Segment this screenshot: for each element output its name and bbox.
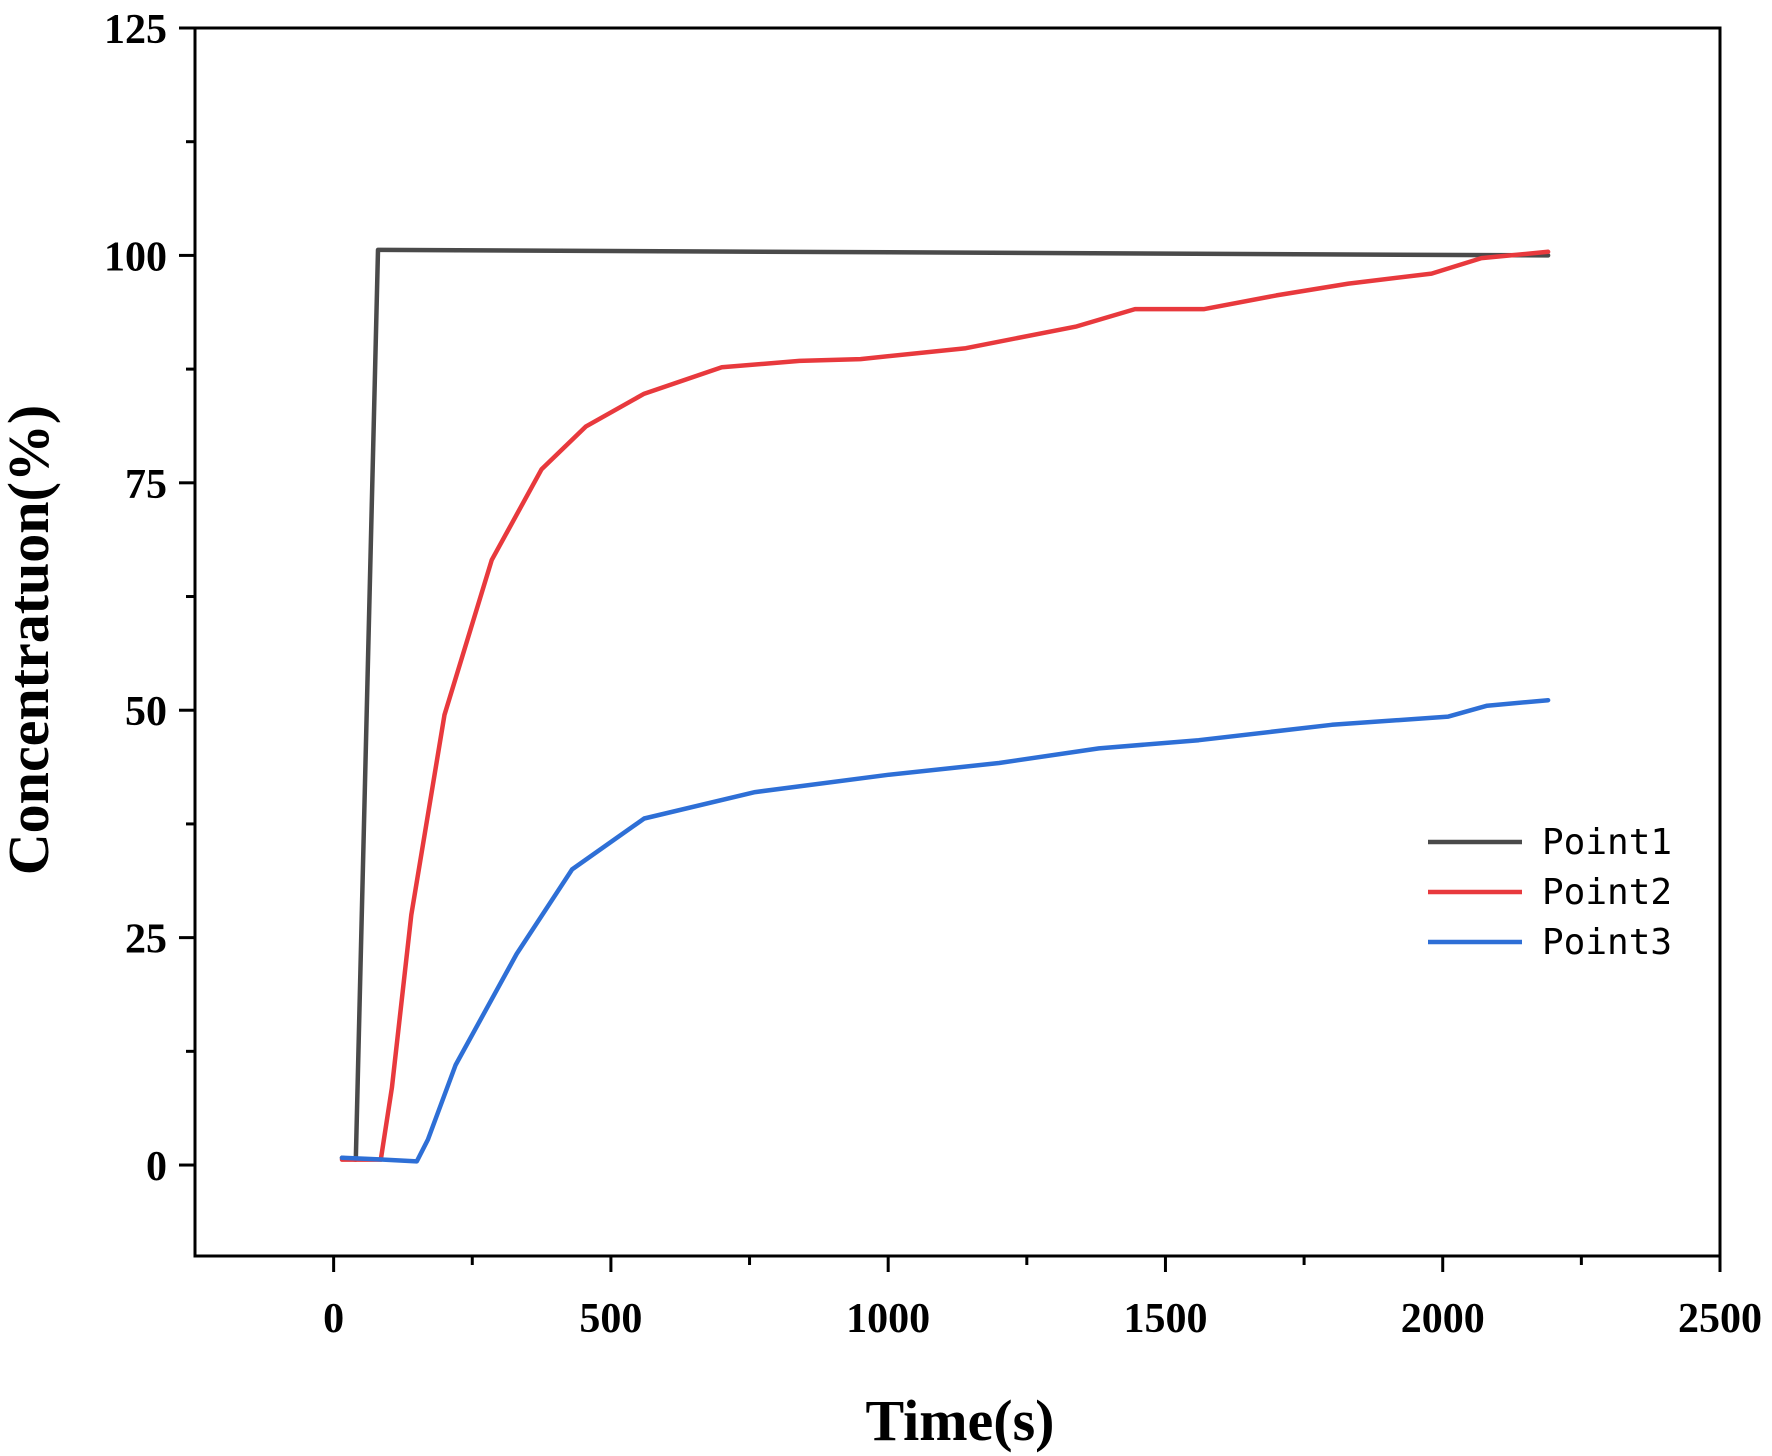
series-line-3	[339, 697, 1551, 1164]
y-axis-title: Concentratuon(%)	[0, 405, 61, 875]
series-layer	[339, 247, 1551, 1164]
legend-label-3: Point3	[1542, 922, 1672, 963]
legend-label-2: Point2	[1542, 872, 1672, 913]
legend: Point1 Point2 Point3	[1428, 822, 1672, 963]
y-tick-label: 25	[125, 917, 167, 963]
x-tick-label: 1000	[846, 1296, 930, 1342]
x-axis-title: Time(s)	[865, 1388, 1054, 1453]
x-tick-label: 2500	[1678, 1296, 1762, 1342]
series-line-1	[339, 247, 1551, 1162]
series-line-2	[339, 249, 1551, 1162]
y-tick-label: 0	[146, 1144, 167, 1190]
y-tick-label: 100	[104, 234, 167, 280]
x-tick-label: 0	[323, 1296, 344, 1342]
x-tick-label: 1500	[1123, 1296, 1207, 1342]
x-axis-ticks: 0 500 1000 1500 2000 2500	[323, 1256, 1762, 1342]
y-tick-label: 125	[104, 7, 167, 53]
y-tick-label: 75	[125, 462, 167, 508]
x-tick-label: 2000	[1401, 1296, 1485, 1342]
x-tick-label: 500	[579, 1296, 642, 1342]
y-tick-label: 50	[125, 689, 167, 735]
plot-frame	[193, 26, 1722, 1258]
legend-label-1: Point1	[1542, 822, 1672, 863]
y-axis-ticks: 0 25 50 75 100 125	[104, 7, 195, 1190]
